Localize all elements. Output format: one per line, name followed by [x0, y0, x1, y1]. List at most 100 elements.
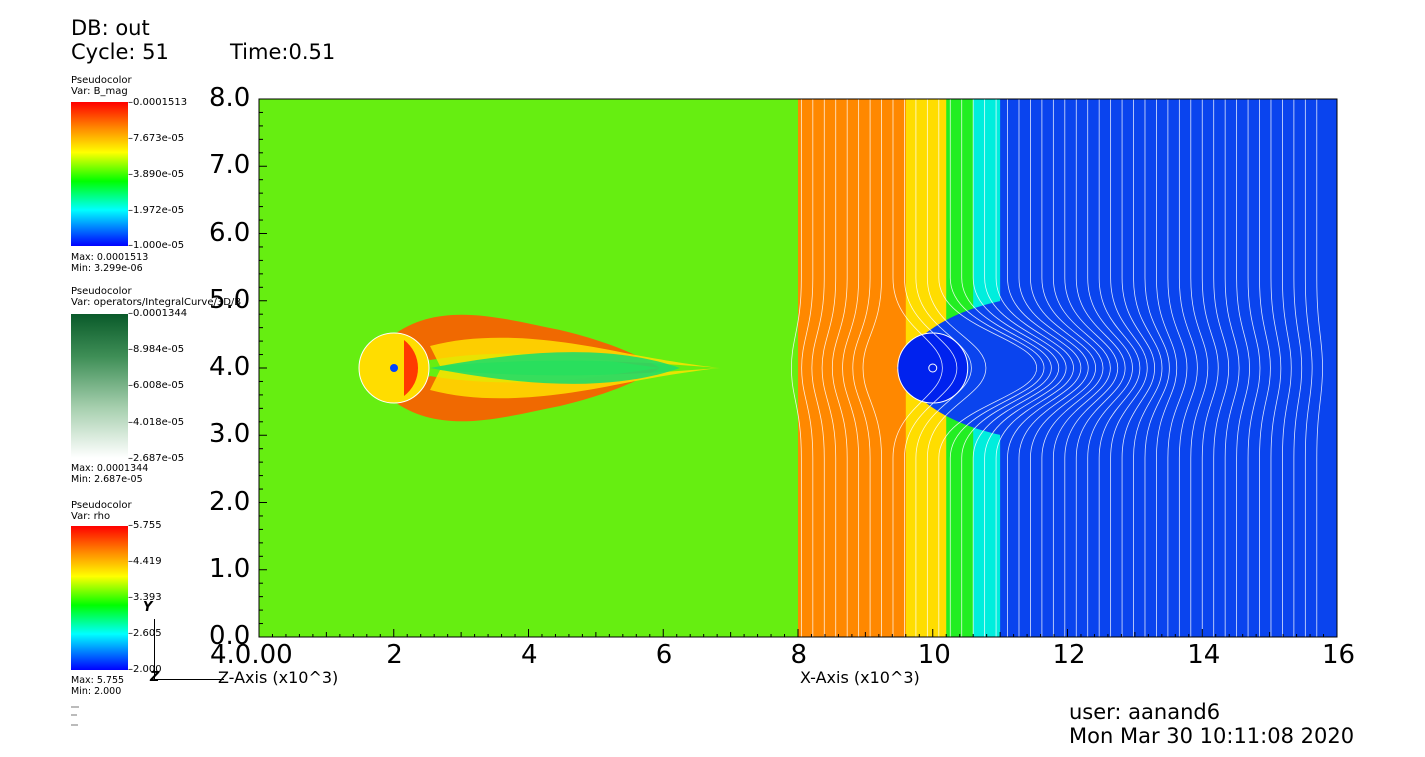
artifact-mark — [71, 724, 78, 726]
legend-rho-tick: –2.605 — [128, 628, 162, 639]
triad-y-line — [154, 619, 155, 679]
y-axis-ticks — [259, 98, 267, 638]
overlap-origin-label: 4.0.00 — [210, 640, 293, 670]
rho-obstacle-shock — [404, 340, 419, 396]
x-tick-label: 12 — [1052, 640, 1086, 670]
streamline — [1121, 99, 1156, 637]
streamline — [852, 99, 871, 637]
streamline — [1213, 99, 1230, 637]
streamline — [1052, 99, 1111, 637]
rho-obstacle-core — [390, 364, 398, 372]
streamline — [1133, 99, 1163, 637]
streamline — [1167, 99, 1188, 637]
legend-rho-tick: –2.000 — [128, 664, 162, 675]
streamline — [972, 99, 1060, 637]
legend-bmag-min: Min: 3.299e-06 — [71, 263, 143, 274]
legend-bmag-colorbar — [71, 102, 128, 246]
legend-bmag-tick: –0.0001513 — [128, 97, 188, 108]
y-tick-label: 2.0 — [209, 486, 251, 517]
streamline — [961, 99, 1052, 637]
streamline — [791, 99, 802, 637]
legend-rho-var: Var: rho — [71, 511, 111, 522]
streamline — [904, 99, 958, 637]
streamline — [1041, 99, 1104, 637]
legend-curve-var: Var: operators/IntegralCurve/3D/B — [71, 297, 242, 308]
legend-curve-tick: –2.687e-05 — [128, 453, 185, 464]
bmag-band — [798, 99, 907, 637]
legend-bmag-tick: –1.000e-05 — [128, 240, 185, 251]
streamline — [1144, 99, 1170, 637]
legend-rho-colorbar — [71, 526, 128, 670]
legend-bmag-tick: –1.972e-05 — [128, 205, 185, 216]
triad-y-label: Y — [143, 600, 153, 615]
legend-bmag-tick: –7.673e-05 — [128, 133, 185, 144]
legend-rho-tick: –3.393 — [128, 592, 162, 603]
triad-x-line — [154, 679, 224, 680]
bmag-panel — [798, 99, 1338, 637]
artifact-mark — [71, 714, 77, 716]
streamline — [1030, 99, 1097, 637]
rho-panel — [259, 99, 799, 637]
artifact-mark — [71, 706, 79, 708]
streamlines — [791, 99, 1323, 637]
streamline — [1007, 99, 1082, 637]
streamline — [1293, 99, 1303, 637]
streamline — [1075, 99, 1126, 637]
streamline — [1247, 99, 1261, 637]
y-tick-label: 8.0 — [209, 83, 251, 113]
streamline — [801, 99, 814, 637]
legend-rho-max: Max: 5.755 — [71, 675, 125, 686]
streamline — [811, 99, 825, 637]
streamline — [892, 99, 943, 637]
legend-curve-tick: –4.018e-05 — [128, 417, 185, 428]
streamline — [1316, 99, 1323, 637]
legend-bmag-max: Max: 0.0001513 — [71, 252, 149, 263]
streamline — [1201, 99, 1219, 637]
streamline — [1018, 99, 1089, 637]
streamline — [1224, 99, 1240, 637]
streamline — [821, 99, 837, 637]
wake-core — [430, 352, 680, 384]
streamline — [1270, 99, 1282, 637]
db-label: DB: out — [71, 16, 150, 40]
streamline — [1156, 99, 1178, 637]
footer-date: Mon Mar 30 10:11:08 2020 — [1069, 724, 1355, 748]
legend-curve-tick: –0.0001344 — [128, 308, 188, 319]
legend-curve-tick: –8.984e-05 — [128, 344, 185, 355]
legend-rho-title: Pseudocolor — [71, 500, 132, 511]
streamline — [915, 99, 972, 637]
legend-rho-tick: –5.755 — [128, 520, 162, 531]
y-tick-label: 6.0 — [209, 217, 251, 248]
streamline — [831, 99, 848, 637]
bmag-wake — [896, 293, 1163, 443]
legend-rho-min: Min: 2.000 — [71, 686, 122, 697]
legend-curve-min: Min: 2.687e-05 — [71, 474, 143, 485]
streamline — [1178, 99, 1198, 637]
x-tick-label: 14 — [1187, 640, 1221, 670]
streamline — [1259, 99, 1271, 637]
x-tick-label: 10 — [917, 640, 951, 670]
streamline — [1110, 99, 1148, 637]
streamline — [862, 99, 882, 637]
legend-curve-tick: –6.008e-05 — [128, 380, 185, 391]
streamline — [1087, 99, 1133, 637]
x-tick-label: 8 — [790, 640, 808, 670]
legend-rho-tick: –4.419 — [128, 556, 162, 567]
streamline — [949, 99, 1045, 637]
legend-bmag-var: Var: B_mag — [71, 86, 128, 97]
streamline — [926, 99, 987, 637]
y-tick-label: 3.0 — [209, 419, 251, 450]
bmag-obstacle-core — [928, 363, 938, 373]
legend-bmag-tick: –3.890e-05 — [128, 169, 185, 180]
x-tick-label: 4 — [521, 640, 538, 670]
y-tick-label: 0.0 — [209, 621, 251, 651]
streamline — [842, 99, 860, 637]
footer-user: user: aanand6 — [1069, 700, 1221, 724]
y-tick-label: 1.0 — [209, 553, 251, 584]
x-axis-title: X-Axis (x10^3) — [800, 668, 920, 687]
streamline — [1098, 99, 1141, 637]
legend-curve-title: Pseudocolor — [71, 286, 132, 297]
streamline — [1282, 99, 1292, 637]
y-tick-label: 7.0 — [209, 150, 251, 181]
legend-curve-max: Max: 0.0001344 — [71, 463, 149, 474]
